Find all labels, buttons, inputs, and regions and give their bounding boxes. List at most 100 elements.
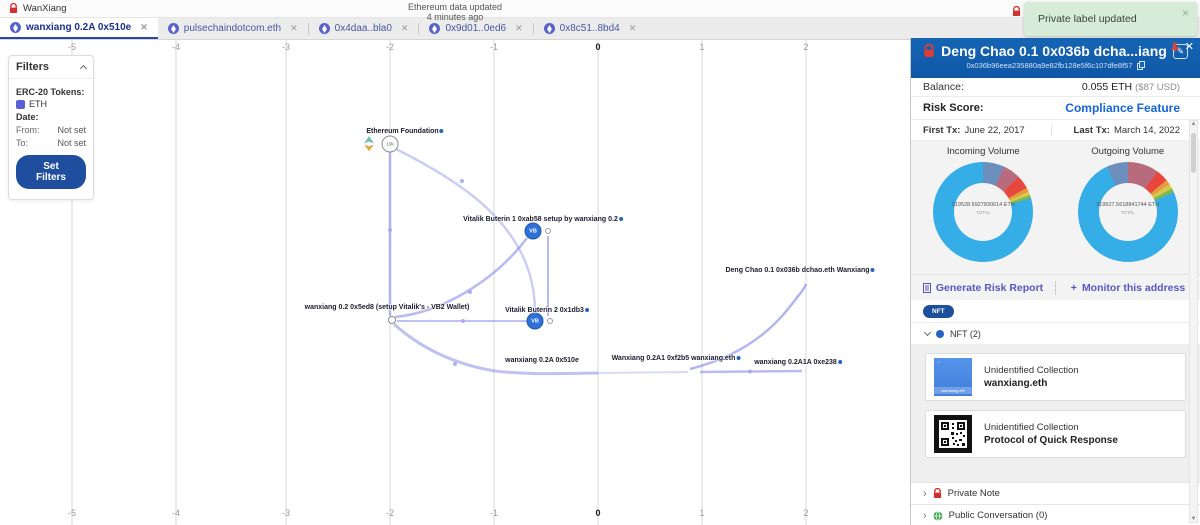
node-badge: VB [529, 228, 537, 234]
address-text[interactable]: 0x036b96eea235880a9e82fb128e5f6c107dfe8f… [966, 61, 1133, 70]
to-value[interactable]: Not set [57, 138, 86, 148]
compliance-feature-link[interactable]: Compliance Feature [1065, 101, 1180, 115]
risk-score-label: Risk Score: [923, 102, 984, 114]
node-label-wanxiang-02a1a[interactable]: wanxiang 0.2A1A 0xe238 [754, 359, 842, 366]
node-vitalik-buterin-1[interactable]: VB [524, 222, 542, 240]
toast-notification: Private label updated × [1024, 2, 1197, 36]
from-value[interactable]: Not set [57, 125, 86, 135]
node-label-ethereum-foundation[interactable]: Ethereum Foundation [366, 128, 444, 135]
label-text: wanxiang 0.2 0x5ed8 (setup Vitalik's - V… [304, 304, 470, 311]
nft-item-qr[interactable]: Unidentified Collection Protocol of Quic… [925, 410, 1186, 458]
incoming-volume-title: Incoming Volume [946, 146, 1020, 157]
first-tx-label: First Tx: [923, 124, 961, 136]
panel-scrollbar[interactable]: ▲ ▼ [1189, 120, 1198, 523]
filters-header[interactable]: Filters [9, 56, 93, 79]
lock-icon [933, 488, 941, 498]
eth-checkbox[interactable] [16, 99, 25, 109]
node-expand-handle[interactable] [547, 318, 553, 324]
filters-panel: Filters ERC-20 Tokens: ETH Date: From: No… [8, 55, 94, 200]
node-vitalik-buterin-2[interactable]: VB [526, 312, 544, 330]
first-tx-value: June 22, 2017 [964, 124, 1025, 136]
scroll-down-icon[interactable]: ▼ [1190, 516, 1197, 522]
axis-tick: 2 [803, 508, 809, 518]
chevron-up-icon [79, 64, 88, 72]
tab-close-icon[interactable]: ✕ [515, 23, 523, 33]
node-badge: 19k [386, 141, 394, 147]
axis-tick: -4 [171, 508, 181, 518]
incoming-volume-chart: Incoming Volume 319528.6927830614 ETH TOT… [911, 146, 1056, 274]
tab-wanxiang-02a[interactable]: wanxiang 0.2A 0x510e ✕ [0, 18, 158, 39]
set-filters-button[interactable]: Set Filters [16, 155, 86, 189]
tab-close-icon[interactable]: ✕ [400, 23, 409, 33]
tab-0x9d01[interactable]: 0x9d01..0ed6 ✕ [419, 18, 532, 39]
private-label-lock-icon [1012, 4, 1021, 22]
axis-tick: -1 [489, 508, 499, 518]
nft-name: Protocol of Quick Response [984, 435, 1118, 446]
label-text: Deng Chao 0.1 0x036b dchao.eth Wanxiang [725, 267, 870, 274]
axis-tick: 2 [803, 42, 809, 52]
tab-close-icon[interactable]: ✕ [290, 23, 298, 33]
axis-tick: -2 [385, 42, 395, 52]
node-label-wanxiang-02a[interactable]: wanxiang 0.2A 0x510e [505, 357, 579, 364]
axis-tick: -3 [281, 508, 291, 518]
edit-label-button[interactable]: ✎ [1172, 43, 1188, 59]
toast-message: Private label updated [1038, 13, 1137, 25]
note-icon [439, 129, 444, 134]
tab-separator [418, 22, 420, 35]
lock-icon [9, 3, 18, 13]
scroll-up-icon[interactable]: ▲ [1190, 121, 1197, 127]
filters-title: Filters [16, 61, 50, 73]
note-icon [736, 356, 741, 361]
public-conversation-row[interactable]: › Public Conversation (0) [911, 504, 1200, 525]
risk-score-row: Risk Score: Compliance Feature [911, 97, 1200, 120]
generate-risk-report-button[interactable]: Generate Risk Report [911, 282, 1055, 294]
thumb-caption: wanxiang.eth [934, 387, 972, 394]
tab-pulsechain[interactable]: pulsechaindotcom.eth ✕ [158, 18, 308, 39]
panel-close-icon[interactable]: ✕ [1184, 41, 1194, 53]
app-name: WanXiang [23, 3, 67, 14]
tab-close-icon[interactable]: ✕ [628, 23, 637, 33]
axis-tick: 0 [595, 42, 601, 52]
nft-section-header[interactable]: NFT (2) [911, 322, 1200, 344]
outgoing-total-caption: TOTAL [1120, 210, 1135, 215]
from-label: From: [16, 125, 40, 135]
graph-canvas[interactable]: -5 -4 -3 -2 -1 0 1 2 -5 -4 -3 -2 -1 0 1 … [0, 40, 910, 525]
nft-section-label: NFT (2) [950, 328, 981, 339]
chevron-right-icon: › [923, 487, 927, 500]
toast-close-icon[interactable]: × [1181, 6, 1189, 20]
top-bar: WanXiang [0, 0, 1200, 18]
tab-close-icon[interactable]: ✕ [140, 22, 148, 32]
axis-tick: -4 [171, 42, 181, 52]
label-text: Vitalik Buterin 2 0x1db3 [505, 307, 584, 314]
note-icon [618, 217, 623, 222]
note-icon [584, 308, 589, 313]
nft-tag[interactable]: NFT [923, 304, 954, 318]
tx-dates-row: First Tx: June 22, 2017 Last Tx: March 14,… [911, 120, 1200, 141]
ethereum-tab-icon [429, 23, 441, 34]
node-label-wanxiang-02a1[interactable]: Wanxiang 0.2A1 0xf2b5 wanxiang.eth [612, 355, 741, 362]
label-text: Wanxiang 0.2A1 0xf2b5 wanxiang.eth [611, 355, 736, 362]
node-label-deng-chao[interactable]: Deng Chao 0.1 0x036b dchao.eth Wanxiang [725, 267, 875, 274]
private-note-row[interactable]: › Private Note [911, 482, 1200, 504]
monitor-address-button[interactable]: + Monitor this address [1056, 282, 1200, 294]
outgoing-volume-donut: 319527.5618841744 ETH TOTAL [1077, 162, 1178, 262]
nft-item-wanxiang[interactable]: ◌ wanxiang.eth Unidentified Collection w… [925, 353, 1186, 401]
app-brand: WanXiang [0, 3, 66, 14]
tab-label: 0x8c51..8bd4 [559, 23, 620, 34]
label-text: wanxiang 0.2A1A 0xe238 [754, 359, 837, 366]
node-label-vitalik-1[interactable]: Vitalik Buterin 1 0xab58 setup by wanxia… [463, 216, 623, 223]
lock-icon [924, 44, 934, 57]
pin-icon[interactable] [1170, 41, 1180, 59]
node-expand-handle[interactable] [545, 228, 551, 234]
tab-0x4daa[interactable]: 0x4daa..bla0 ✕ [309, 18, 419, 39]
tab-label: pulsechaindotcom.eth [183, 23, 282, 34]
copy-icon[interactable] [1136, 61, 1145, 70]
node-label-wanxiang-02[interactable]: wanxiang 0.2 0x5ed8 (setup Vitalik's - V… [305, 304, 470, 311]
axis-tick: 0 [595, 508, 601, 518]
scrollbar-thumb[interactable] [1191, 133, 1196, 173]
node-ethereum-foundation[interactable]: 19k [381, 135, 399, 153]
tab-0x8c51[interactable]: 0x8c51..8bd4 ✕ [534, 18, 647, 39]
tab-separator [532, 22, 534, 35]
node-wanxiang-02[interactable] [388, 316, 396, 324]
node-label-vitalik-2[interactable]: Vitalik Buterin 2 0x1db3 [505, 307, 589, 314]
